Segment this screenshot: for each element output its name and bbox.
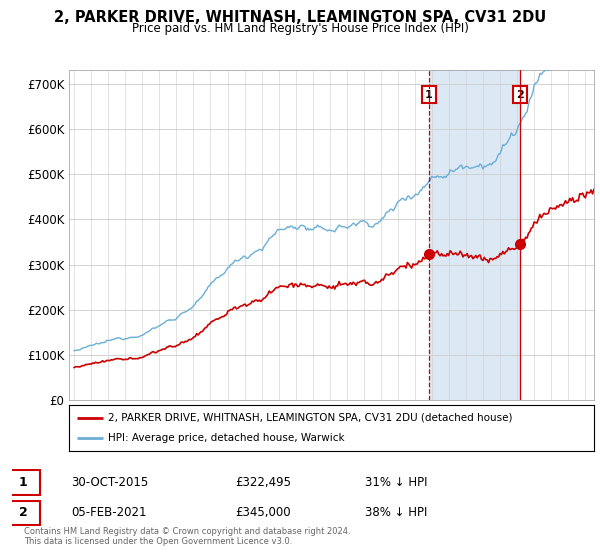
Text: 38% ↓ HPI: 38% ↓ HPI (365, 506, 427, 520)
Text: 1: 1 (19, 475, 28, 489)
FancyBboxPatch shape (6, 470, 40, 494)
Text: 2: 2 (516, 90, 524, 100)
Text: HPI: Average price, detached house, Warwick: HPI: Average price, detached house, Warw… (109, 433, 345, 443)
Text: 2, PARKER DRIVE, WHITNASH, LEAMINGTON SPA, CV31 2DU: 2, PARKER DRIVE, WHITNASH, LEAMINGTON SP… (54, 10, 546, 25)
Bar (429, 70, 520, 400)
Text: Price paid vs. HM Land Registry's House Price Index (HPI): Price paid vs. HM Land Registry's House … (131, 22, 469, 35)
Text: 05-FEB-2021: 05-FEB-2021 (71, 506, 146, 520)
Text: £322,495: £322,495 (235, 475, 292, 489)
Text: Contains HM Land Registry data © Crown copyright and database right 2024.
This d: Contains HM Land Registry data © Crown c… (24, 526, 350, 546)
Text: 31% ↓ HPI: 31% ↓ HPI (365, 475, 427, 489)
Text: 2: 2 (19, 506, 28, 520)
Text: 1: 1 (425, 90, 433, 100)
FancyBboxPatch shape (6, 501, 40, 525)
Text: £345,000: £345,000 (235, 506, 291, 520)
Text: 2, PARKER DRIVE, WHITNASH, LEAMINGTON SPA, CV31 2DU (detached house): 2, PARKER DRIVE, WHITNASH, LEAMINGTON SP… (109, 413, 513, 423)
Text: 30-OCT-2015: 30-OCT-2015 (71, 475, 148, 489)
